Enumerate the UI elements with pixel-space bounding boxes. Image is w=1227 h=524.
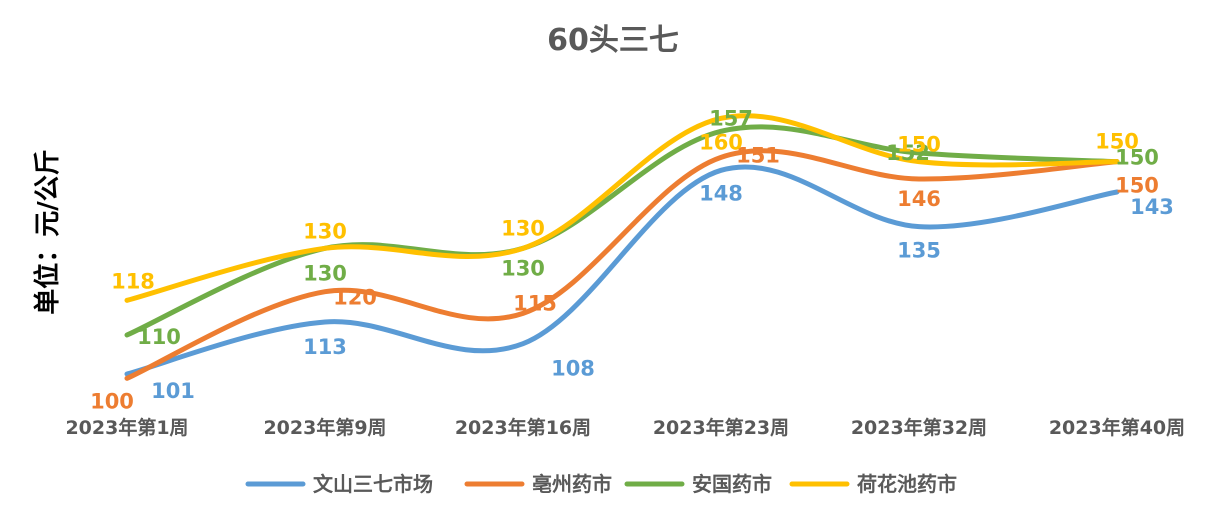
- data-label: 130: [303, 219, 347, 243]
- data-label: 150: [1115, 174, 1159, 198]
- x-tick-label: 2023年第40周: [1049, 416, 1185, 439]
- data-label: 130: [303, 261, 347, 285]
- data-label: 110: [137, 325, 181, 349]
- x-tick-label: 2023年第16周: [455, 416, 591, 439]
- legend-label: 安国药市: [692, 472, 772, 496]
- legend-label: 文山三七市场: [313, 472, 433, 496]
- y-axis-label: 单位：元/公斤: [32, 149, 63, 315]
- x-tick-label: 2023年第23周: [653, 416, 789, 439]
- data-label: 113: [303, 335, 347, 359]
- series-lines: [124, 113, 1120, 381]
- data-label: 151: [736, 143, 780, 167]
- series-line-3: [124, 113, 1120, 303]
- x-tick-label: 2023年第1周: [65, 416, 188, 439]
- data-label: 160: [699, 130, 743, 154]
- series-line-1: [124, 148, 1120, 381]
- data-label: 150: [897, 133, 941, 157]
- x-axis-ticks: 2023年第1周 2023年第9周 2023年第16周 2023年第23周 2023年第…: [65, 416, 1185, 439]
- data-labels: 101 113 108 148 135 143 100 120 115 151 146 150 110 1…: [90, 106, 1174, 413]
- x-tick-label: 2023年第32周: [851, 416, 987, 439]
- legend: 文山三七市场 亳州药市 安国药市 荷花池药市: [245, 472, 957, 496]
- data-label: 115: [513, 291, 557, 315]
- legend-label: 亳州药市: [532, 472, 612, 496]
- data-label: 150: [1115, 146, 1159, 170]
- data-label: 118: [111, 269, 155, 293]
- data-label: 130: [501, 256, 545, 280]
- data-label: 135: [897, 239, 941, 263]
- chart-title: 60头三七: [547, 23, 679, 58]
- data-label: 157: [709, 106, 753, 130]
- data-label: 148: [699, 181, 743, 205]
- data-label: 146: [897, 187, 941, 211]
- data-label: 100: [90, 389, 134, 413]
- legend-label: 荷花池药市: [857, 472, 957, 496]
- series-line-0: [124, 164, 1120, 377]
- data-label: 101: [151, 379, 195, 403]
- data-label: 108: [551, 357, 595, 381]
- x-tick-label: 2023年第9周: [263, 416, 386, 439]
- data-label: 120: [333, 286, 377, 310]
- data-label: 150: [1095, 130, 1139, 154]
- data-label: 143: [1130, 195, 1174, 219]
- series-line-2: [124, 124, 1120, 338]
- data-label: 152: [886, 141, 930, 165]
- data-label: 130: [501, 216, 545, 240]
